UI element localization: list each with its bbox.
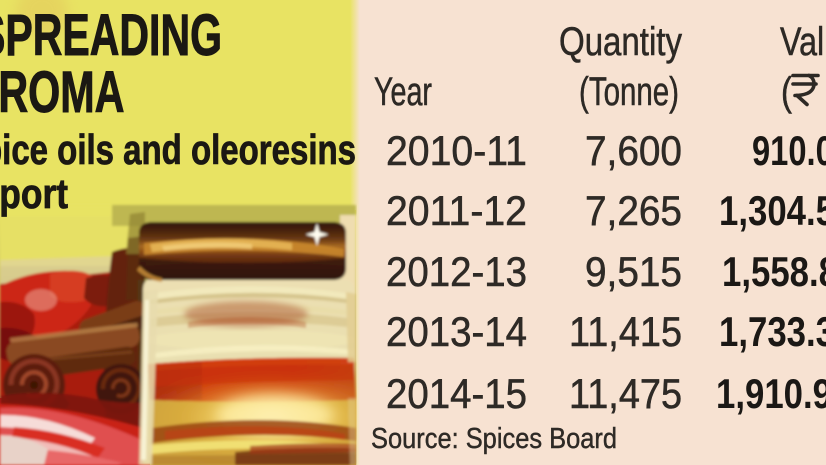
svg-text:Year: Year bbox=[374, 70, 432, 114]
svg-text:AROMA: AROMA bbox=[0, 60, 125, 125]
svg-text:11,415: 11,415 bbox=[569, 308, 682, 355]
svg-text:11,475: 11,475 bbox=[569, 370, 682, 417]
svg-text:SPREADING: SPREADING bbox=[0, 3, 222, 68]
svg-text:Spice oils and oleoresins: Spice oils and oleoresins bbox=[0, 126, 356, 173]
svg-text:Source: Spices Board: Source: Spices Board bbox=[371, 423, 617, 455]
svg-text:1,910.9: 1,910.9 bbox=[716, 370, 826, 417]
svg-text:7,265: 7,265 bbox=[585, 187, 682, 234]
svg-text:7,600: 7,600 bbox=[585, 127, 682, 174]
svg-text:910.05: 910.05 bbox=[752, 127, 826, 174]
svg-text:export: export bbox=[0, 170, 68, 217]
svg-text:2013-14: 2013-14 bbox=[386, 308, 527, 355]
svg-text:2012-13: 2012-13 bbox=[386, 248, 527, 295]
svg-text:Value: Value bbox=[780, 20, 826, 64]
svg-text:(Tonne): (Tonne) bbox=[579, 70, 679, 114]
svg-text:Quantity: Quantity bbox=[559, 20, 682, 64]
svg-text:9,515: 9,515 bbox=[585, 248, 682, 295]
svg-text:1,304.5: 1,304.5 bbox=[719, 187, 826, 234]
svg-text:1,733.3: 1,733.3 bbox=[719, 308, 826, 355]
svg-text:(: ( bbox=[781, 70, 793, 114]
svg-text:2010-11: 2010-11 bbox=[386, 127, 527, 174]
svg-text:1,558.8: 1,558.8 bbox=[722, 248, 826, 295]
svg-text:2014-15: 2014-15 bbox=[386, 370, 527, 417]
svg-text:2011-12: 2011-12 bbox=[386, 187, 527, 234]
